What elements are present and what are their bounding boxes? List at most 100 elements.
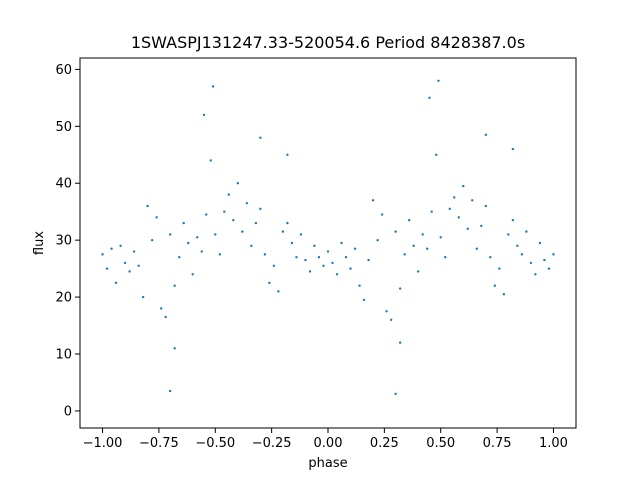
data-point [394, 392, 397, 396]
data-point [448, 207, 451, 211]
data-point [398, 287, 402, 290]
data-point [480, 224, 483, 228]
data-point [520, 253, 524, 256]
data-point [173, 284, 176, 287]
data-points [101, 79, 555, 396]
x-tick-label: 0.75 [483, 436, 512, 451]
data-point [202, 113, 206, 117]
data-point [484, 133, 488, 137]
data-point [187, 241, 190, 245]
data-point [218, 253, 221, 256]
x-tick-label: 0.00 [314, 436, 343, 451]
data-point [428, 96, 431, 100]
data-point [525, 230, 528, 233]
data-point [340, 241, 343, 245]
x-tick-label: −0.75 [139, 436, 179, 451]
data-point [150, 238, 154, 242]
data-point [137, 264, 140, 267]
data-point [191, 273, 194, 276]
data-point [155, 216, 158, 219]
data-point [335, 273, 339, 276]
data-point [114, 281, 118, 285]
data-point [209, 159, 212, 162]
data-point [358, 284, 361, 287]
y-tick-label: 10 [55, 348, 72, 363]
data-point [236, 182, 240, 185]
data-point [326, 250, 330, 253]
data-point [178, 256, 181, 259]
data-point [105, 267, 109, 270]
data-point [214, 233, 217, 236]
data-point [299, 233, 303, 236]
data-point [295, 256, 298, 259]
data-point [453, 196, 456, 199]
y-tick-label: 40 [55, 177, 72, 192]
data-point [403, 253, 406, 256]
data-point [511, 219, 515, 222]
data-point [534, 273, 537, 276]
data-point [196, 236, 199, 239]
data-point [281, 230, 285, 233]
data-point [462, 184, 465, 188]
data-point [250, 244, 253, 248]
data-point [398, 341, 402, 344]
data-point [394, 230, 397, 233]
data-point [159, 307, 163, 310]
data-point [232, 219, 235, 222]
data-point [344, 256, 348, 259]
data-point [241, 230, 244, 233]
data-point [146, 204, 149, 208]
y-tick-label: 50 [55, 120, 72, 135]
data-point [168, 233, 172, 236]
data-point [101, 253, 104, 256]
data-point [277, 290, 280, 293]
data-point [421, 233, 424, 236]
data-point [128, 270, 131, 273]
data-point [168, 389, 172, 393]
data-point [511, 147, 515, 151]
data-point [502, 293, 506, 296]
data-point [254, 221, 258, 225]
x-tick-label: 0.50 [426, 436, 455, 451]
data-point [263, 253, 267, 256]
data-point [304, 258, 307, 262]
data-point [516, 244, 519, 248]
data-point [498, 267, 501, 270]
data-point [471, 199, 474, 202]
x-tick-label: −1.00 [83, 436, 123, 451]
data-point [444, 256, 447, 259]
y-tick-label: 20 [55, 291, 72, 306]
data-point [385, 310, 388, 313]
data-point [457, 216, 460, 219]
data-point [380, 213, 384, 216]
data-point [435, 153, 438, 156]
data-point [272, 264, 276, 267]
data-point [313, 244, 316, 248]
data-point [489, 256, 492, 259]
data-point [259, 136, 262, 139]
data-point [286, 153, 289, 156]
y-tick-label: 0 [64, 404, 72, 419]
data-point [331, 261, 334, 265]
data-point [308, 270, 312, 273]
data-point [371, 199, 375, 202]
chart-title: 1SWASPJ131247.33-520054.6 Period 8428387… [131, 33, 525, 52]
data-point [200, 250, 203, 253]
x-tick-label: 0.25 [370, 436, 399, 451]
data-point [430, 210, 433, 213]
y-tick-label: 60 [55, 63, 72, 78]
data-point [552, 253, 555, 256]
data-point [322, 264, 325, 267]
x-axis-label: phase [308, 456, 347, 471]
data-point [407, 219, 411, 222]
data-point [426, 247, 429, 250]
data-point [227, 193, 230, 196]
data-point [437, 79, 440, 82]
data-point [268, 281, 271, 285]
data-point [164, 315, 167, 319]
data-point [416, 270, 420, 273]
data-point [484, 204, 488, 208]
data-point [110, 247, 113, 250]
data-point [223, 210, 226, 213]
